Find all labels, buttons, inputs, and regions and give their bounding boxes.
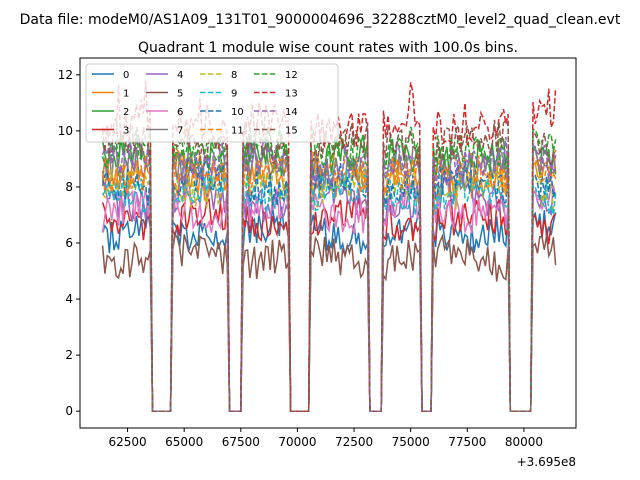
x-tick-label: 75000 xyxy=(392,435,430,449)
legend-label-module-3: 3 xyxy=(123,126,129,137)
x-axis: 62500 65000 67500 70000 72500 75000 77500 80000 xyxy=(108,428,543,449)
series-line-module-14 xyxy=(101,136,557,412)
x-tick-label: 70000 xyxy=(278,435,316,449)
x-offset-label: +3.695e8 xyxy=(517,455,576,469)
x-tick-label: 80000 xyxy=(505,435,543,449)
legend-label-module-9: 9 xyxy=(231,89,237,100)
y-tick-label: 4 xyxy=(65,292,73,306)
x-tick-label: 62500 xyxy=(108,435,146,449)
y-tick-label: 2 xyxy=(65,348,73,362)
legend-label-module-8: 8 xyxy=(231,70,237,81)
series-line-module-11 xyxy=(101,147,557,412)
series-line-module-15 xyxy=(101,116,557,412)
legend-label-module-1: 1 xyxy=(123,89,129,100)
series-line-module-9 xyxy=(101,169,557,412)
legend-label-module-5: 5 xyxy=(177,89,183,100)
y-tick-label: 8 xyxy=(65,180,73,194)
series-line-module-7 xyxy=(101,142,557,412)
legend-box xyxy=(85,63,339,143)
legend-label-module-4: 4 xyxy=(177,70,183,81)
legend-label-module-15: 15 xyxy=(285,126,298,137)
suptitle: Data file: modeM0/AS1A09_131T01_90000046… xyxy=(20,12,621,28)
legend-label-module-6: 6 xyxy=(177,107,183,118)
x-tick-label: 77500 xyxy=(448,435,486,449)
series-line-module-5 xyxy=(101,232,557,412)
chart-title: Quadrant 1 module wise count rates with … xyxy=(138,40,518,56)
y-tick-label: 10 xyxy=(58,124,73,138)
legend-label-module-11: 11 xyxy=(231,126,244,137)
legend-label-module-13: 13 xyxy=(285,89,298,100)
x-tick-label: 67500 xyxy=(222,435,260,449)
legend-label-module-7: 7 xyxy=(177,126,183,137)
series-line-module-6 xyxy=(101,182,557,412)
y-tick-label: 12 xyxy=(58,68,73,82)
legend-label-module-0: 0 xyxy=(123,70,129,81)
legend-label-module-12: 12 xyxy=(285,70,298,81)
legend-label-module-2: 2 xyxy=(123,107,129,118)
y-tick-label: 0 xyxy=(65,404,73,418)
series-line-module-0 xyxy=(101,206,557,412)
x-tick-label: 65000 xyxy=(165,435,203,449)
series-line-module-10 xyxy=(101,153,557,412)
legend-label-module-14: 14 xyxy=(285,107,298,118)
y-tick-label: 6 xyxy=(65,236,73,250)
legend-label-module-10: 10 xyxy=(231,107,244,118)
y-axis: 0 2 4 6 8 10 12 xyxy=(58,68,80,418)
x-tick-label: 72500 xyxy=(335,435,373,449)
